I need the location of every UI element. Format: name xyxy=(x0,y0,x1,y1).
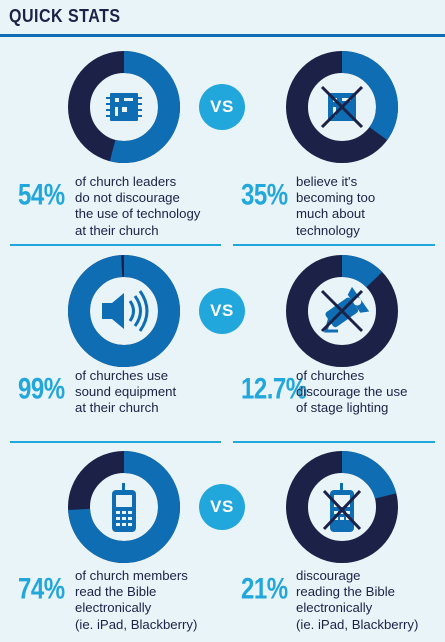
stat-ring-arc-left-0 xyxy=(68,51,180,163)
stat-text-left-2: of church members read the Bible electro… xyxy=(75,568,198,632)
divider xyxy=(10,244,221,246)
stat-ring-right-1 xyxy=(286,255,398,367)
vs-badge-1: VS xyxy=(199,288,245,334)
stat-ring-arc-right-1 xyxy=(286,255,398,367)
stat-text-right-2: discourage reading the Bible electronica… xyxy=(296,568,419,632)
vs-badge-0: VS xyxy=(199,84,245,130)
stat-ring-left-1 xyxy=(68,255,180,367)
stat-text-left-0: of church leaders do not discourage the … xyxy=(75,174,201,238)
circuit-chip-icon xyxy=(106,93,142,121)
crossed-mobile-phone-icon xyxy=(322,483,362,532)
divider xyxy=(233,244,435,246)
stat-ring-arc-right-2 xyxy=(286,451,398,563)
stat-text-left-1: of churches use sound equipment at their… xyxy=(75,368,177,416)
stat-text-right-0: believe it's becoming too much about tec… xyxy=(296,174,376,238)
divider xyxy=(233,441,435,443)
mobile-phone-icon xyxy=(112,483,136,532)
crossed-stage-light-icon xyxy=(320,286,370,333)
vs-badge-2: VS xyxy=(199,484,245,530)
stat-ring-arc-left-2 xyxy=(68,451,180,563)
speaker-icon xyxy=(102,290,149,332)
stat-ring-right-2 xyxy=(286,451,398,563)
header-bar: QUICK STATS xyxy=(0,0,445,37)
page-title: QUICK STATS xyxy=(9,7,121,27)
stat-ring-right-0 xyxy=(286,51,398,163)
stat-percent-left-1: 99% xyxy=(18,372,65,406)
divider xyxy=(10,441,221,443)
stat-percent-right-0: 35% xyxy=(241,178,288,212)
stat-percent-left-0: 54% xyxy=(18,178,65,212)
stat-ring-left-0 xyxy=(68,51,180,163)
stat-percent-right-2: 21% xyxy=(241,572,288,606)
crossed-circuit-chip-icon xyxy=(320,85,364,129)
stat-ring-left-2 xyxy=(68,451,180,563)
stat-ring-arc-right-0 xyxy=(286,51,398,163)
stat-percent-right-1: 12.7% xyxy=(241,372,307,406)
stat-text-right-1: of churches discourage the use of stage … xyxy=(296,368,408,416)
stat-ring-arc-left-1 xyxy=(68,255,180,367)
stat-percent-left-2: 74% xyxy=(18,572,65,606)
